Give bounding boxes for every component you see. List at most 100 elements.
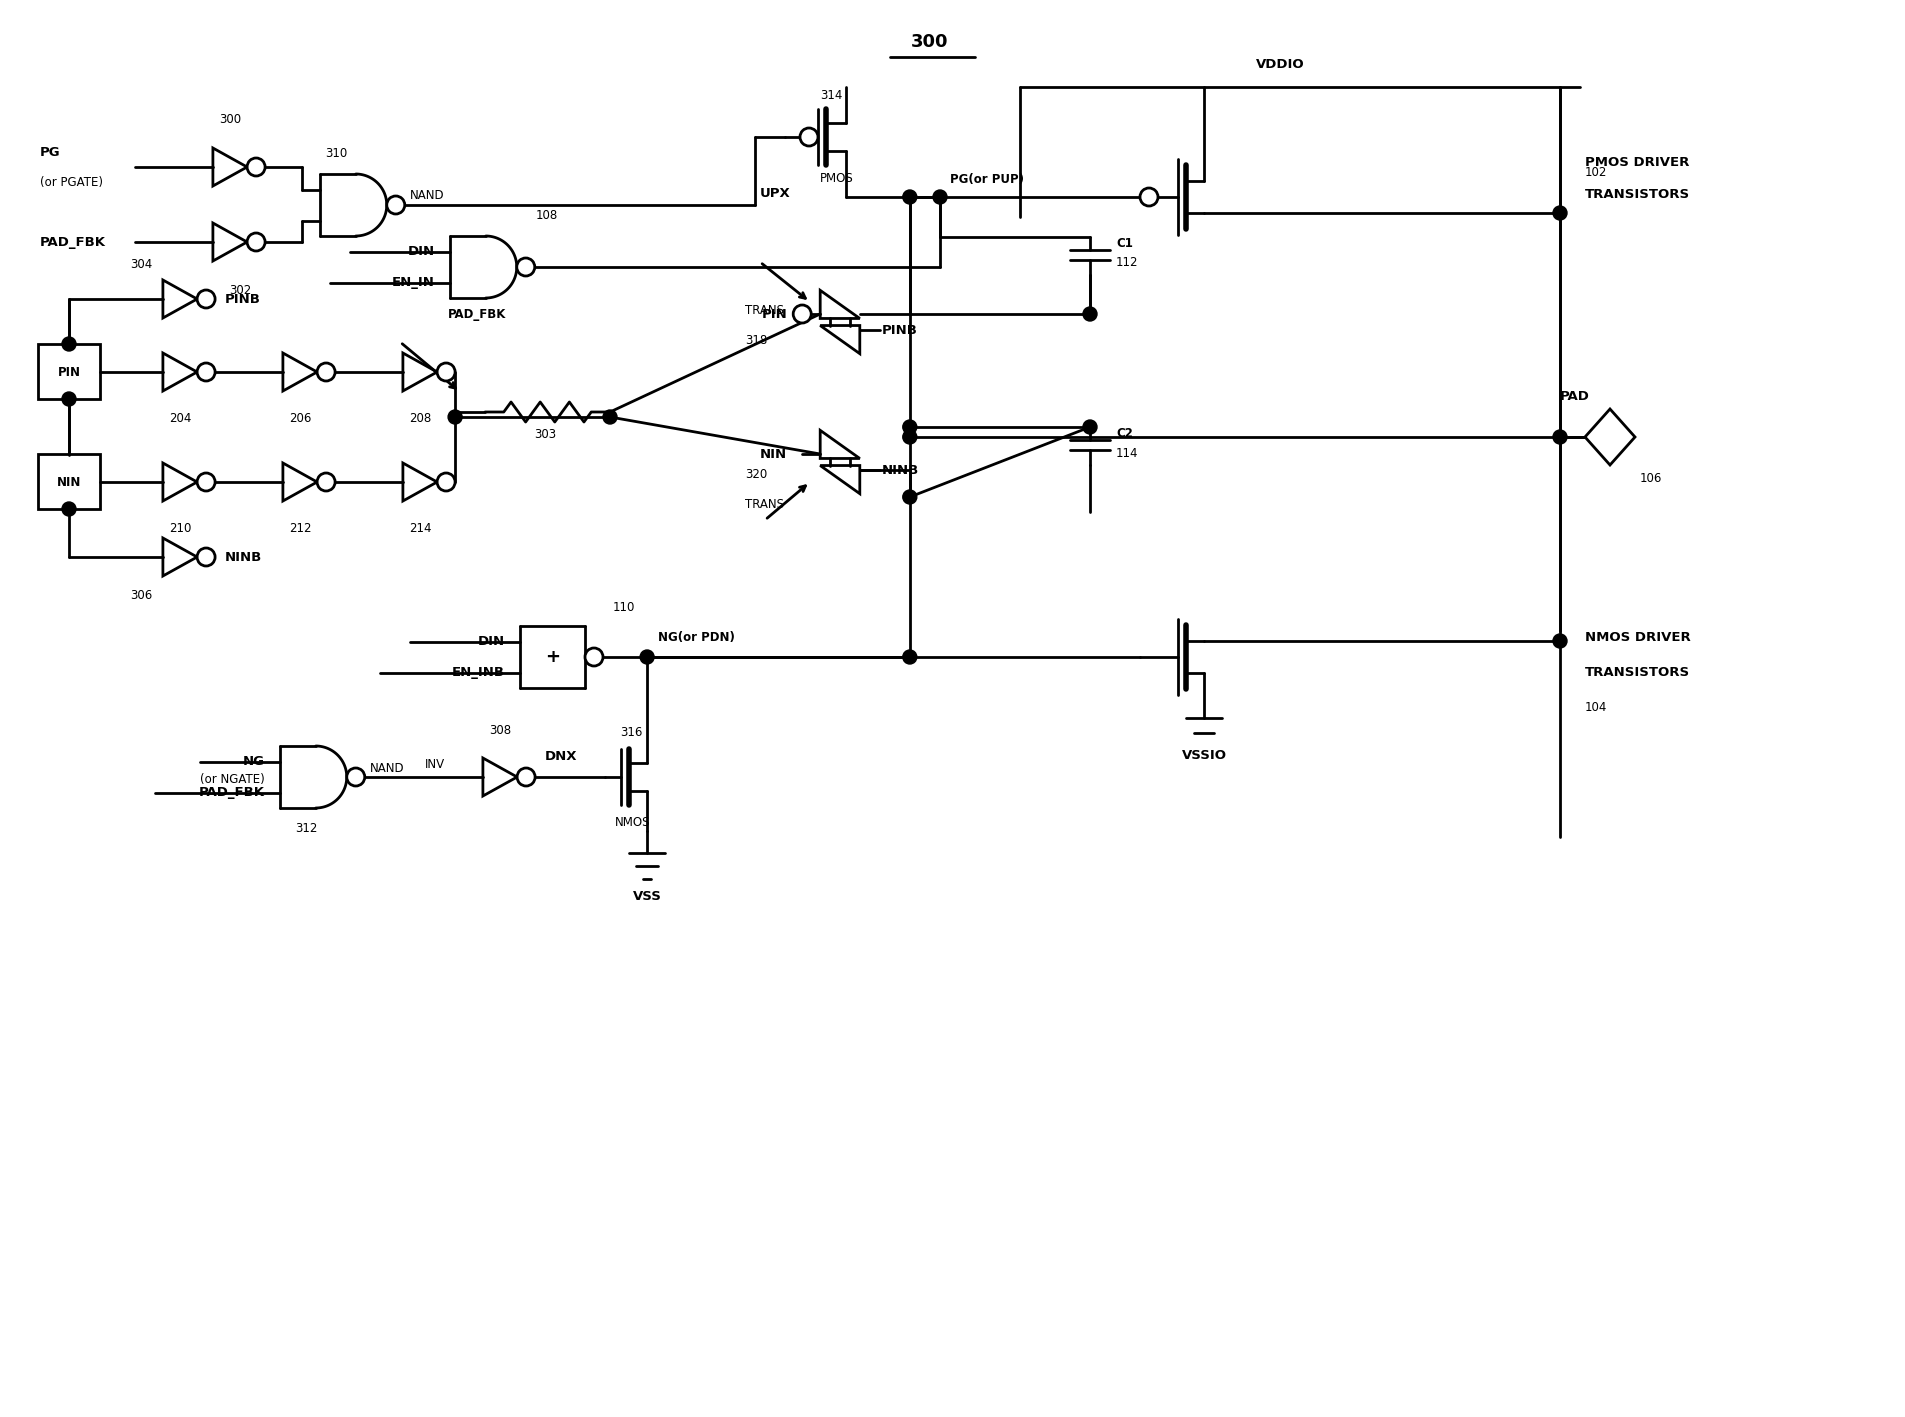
- Text: NAND: NAND: [410, 188, 444, 201]
- Text: 102: 102: [1585, 166, 1606, 179]
- Text: DIN: DIN: [408, 245, 434, 258]
- Text: PMOS: PMOS: [819, 173, 853, 186]
- Text: NG: NG: [242, 755, 265, 768]
- Circle shape: [1082, 419, 1097, 434]
- Circle shape: [933, 190, 947, 204]
- Circle shape: [792, 305, 812, 323]
- Text: EN_INB: EN_INB: [451, 666, 505, 679]
- Text: 320: 320: [745, 468, 768, 480]
- Circle shape: [196, 473, 215, 492]
- Text: TRANSISTORS: TRANSISTORS: [1585, 188, 1690, 201]
- Text: TRANS: TRANS: [745, 497, 783, 510]
- Circle shape: [316, 363, 335, 381]
- Circle shape: [903, 419, 916, 434]
- Text: PINB: PINB: [225, 292, 261, 306]
- Text: 300: 300: [219, 112, 240, 126]
- Circle shape: [1553, 429, 1566, 444]
- Text: DIN: DIN: [478, 635, 505, 648]
- Text: PAD_FBK: PAD_FBK: [40, 235, 107, 248]
- Text: NMOS: NMOS: [615, 816, 650, 829]
- Text: 302: 302: [229, 283, 251, 296]
- Text: NIN: NIN: [760, 448, 787, 461]
- Circle shape: [640, 650, 653, 665]
- Text: 214: 214: [408, 521, 431, 534]
- Text: 310: 310: [326, 146, 347, 160]
- Text: 204: 204: [170, 411, 190, 425]
- Circle shape: [516, 768, 535, 786]
- Circle shape: [316, 473, 335, 492]
- Text: C1: C1: [1116, 237, 1132, 249]
- Circle shape: [1553, 633, 1566, 648]
- Circle shape: [347, 768, 364, 786]
- Text: (or PGATE): (or PGATE): [40, 176, 103, 188]
- Circle shape: [63, 337, 76, 351]
- Text: INV: INV: [425, 758, 444, 771]
- Circle shape: [602, 410, 617, 424]
- Text: NINB: NINB: [225, 550, 263, 564]
- Text: 104: 104: [1585, 700, 1606, 714]
- Circle shape: [1082, 307, 1097, 322]
- Text: PIN: PIN: [57, 366, 80, 378]
- Text: 106: 106: [1638, 472, 1661, 486]
- Circle shape: [387, 196, 404, 214]
- Circle shape: [1553, 205, 1566, 220]
- Circle shape: [903, 650, 916, 665]
- Text: NINB: NINB: [882, 463, 918, 476]
- Text: 312: 312: [295, 822, 318, 836]
- Circle shape: [903, 429, 916, 444]
- Text: 114: 114: [1116, 446, 1137, 459]
- Text: NIN: NIN: [57, 476, 82, 489]
- Text: PINB: PINB: [882, 323, 916, 336]
- Text: PG: PG: [40, 146, 61, 159]
- Text: C2: C2: [1116, 427, 1132, 439]
- Circle shape: [436, 473, 455, 492]
- Circle shape: [516, 258, 535, 276]
- Text: 300: 300: [911, 33, 949, 51]
- Circle shape: [436, 363, 455, 381]
- Text: 210: 210: [170, 521, 190, 534]
- Text: NAND: NAND: [370, 762, 404, 775]
- Text: PIN: PIN: [762, 307, 787, 320]
- Text: 208: 208: [410, 411, 431, 425]
- Text: 314: 314: [819, 88, 842, 102]
- Text: TRANSISTORS: TRANSISTORS: [1585, 666, 1690, 679]
- Text: VSSIO: VSSIO: [1181, 748, 1225, 761]
- Text: VSS: VSS: [632, 890, 661, 903]
- Circle shape: [585, 648, 602, 666]
- Text: 316: 316: [619, 726, 642, 738]
- Text: NG(or PDN): NG(or PDN): [657, 631, 735, 643]
- Text: PAD: PAD: [1560, 391, 1589, 404]
- Text: PAD_FBK: PAD_FBK: [198, 786, 265, 799]
- Text: 212: 212: [288, 521, 311, 534]
- Text: UPX: UPX: [760, 187, 791, 200]
- Circle shape: [196, 548, 215, 565]
- Text: PAD_FBK: PAD_FBK: [448, 307, 507, 320]
- Text: 108: 108: [535, 208, 558, 221]
- Circle shape: [903, 190, 916, 204]
- Circle shape: [63, 393, 76, 407]
- Text: 306: 306: [130, 588, 152, 601]
- Text: 206: 206: [290, 411, 311, 425]
- Text: 303: 303: [533, 428, 556, 441]
- Circle shape: [800, 128, 817, 146]
- Text: DNX: DNX: [545, 751, 577, 764]
- Text: 304: 304: [130, 258, 152, 271]
- Bar: [38, 344, 99, 400]
- Text: 308: 308: [490, 724, 511, 737]
- Circle shape: [248, 232, 265, 251]
- Bar: [38, 453, 99, 509]
- Text: 110: 110: [613, 601, 634, 614]
- Text: PMOS DRIVER: PMOS DRIVER: [1585, 156, 1688, 169]
- Circle shape: [196, 363, 215, 381]
- Circle shape: [196, 290, 215, 307]
- Text: PG(or PUP): PG(or PUP): [949, 173, 1023, 186]
- Text: (or NGATE): (or NGATE): [200, 774, 265, 786]
- Circle shape: [903, 490, 916, 504]
- Circle shape: [1139, 188, 1158, 205]
- Text: EN_IN: EN_IN: [392, 276, 434, 289]
- Text: 318: 318: [745, 333, 768, 347]
- Text: NMOS DRIVER: NMOS DRIVER: [1585, 631, 1690, 643]
- Circle shape: [248, 159, 265, 176]
- Text: VDDIO: VDDIO: [1255, 58, 1303, 71]
- Text: +: +: [545, 648, 560, 666]
